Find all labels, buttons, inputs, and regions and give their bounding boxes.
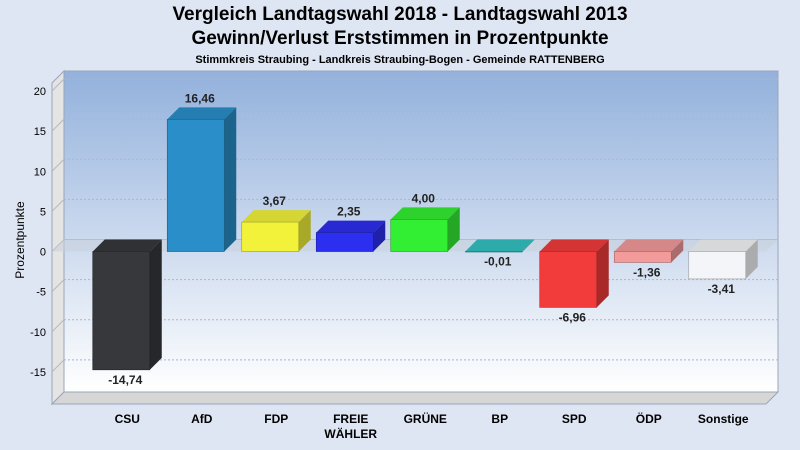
bar-front-face	[464, 251, 523, 253]
bar-top-face	[92, 239, 162, 252]
data-label: 16,46	[185, 91, 215, 105]
bar-side-face	[745, 239, 758, 279]
y-tick-label: -15	[30, 367, 46, 379]
x-tick-label: Sonstige	[698, 412, 749, 426]
x-tick-label: WÄHLER	[324, 426, 377, 441]
bar-side-face	[149, 239, 162, 370]
bar	[92, 239, 162, 371]
x-tick-label: AfD	[191, 412, 213, 426]
bar-top-face	[167, 107, 237, 120]
bar-top-face	[614, 239, 684, 252]
bar	[390, 207, 460, 252]
bar-front-face	[539, 251, 598, 308]
x-tick-label: CSU	[115, 412, 140, 426]
gridline-side	[51, 359, 65, 373]
bar-front-face	[92, 251, 151, 371]
y-tick-label: 0	[40, 247, 46, 259]
y-tick-label: 15	[34, 126, 46, 138]
bar-top-face	[539, 239, 609, 252]
bar	[464, 239, 535, 253]
chart-title: Vergleich Landtagswahl 2018 - Landtagswa…	[172, 4, 628, 25]
gridline-side	[51, 158, 65, 172]
data-label: -1,36	[633, 265, 661, 279]
bar-front-face	[315, 232, 374, 252]
gridline-side	[51, 279, 65, 293]
bar-side-face	[447, 207, 460, 252]
bar-side-face	[373, 220, 386, 252]
bar-top-face	[316, 220, 386, 233]
bar-side-face	[671, 239, 684, 263]
plot-floor	[50, 391, 780, 405]
gridline-side	[51, 118, 65, 132]
data-label: 4,00	[412, 191, 436, 205]
bar	[166, 107, 237, 252]
bar	[613, 239, 684, 263]
bar-side-face	[522, 239, 535, 253]
y-tick-label: 5	[40, 206, 46, 218]
data-label: 3,67	[263, 194, 287, 208]
y-tick-label: 20	[34, 86, 46, 98]
x-tick-label: GRÜNE	[404, 411, 447, 426]
bar-top-face	[465, 239, 535, 252]
x-tick-label: SPD	[562, 412, 587, 426]
bar-front-face	[688, 251, 747, 280]
y-tick-label: -5	[36, 287, 46, 299]
chart-subtitle: Gewinn/Verlust Erststimmen in Prozentpun…	[191, 28, 609, 49]
data-label: -6,96	[559, 310, 587, 324]
x-tick-label: FDP	[264, 412, 288, 426]
x-tick-label: BP	[491, 412, 508, 426]
gridline-side	[51, 78, 65, 92]
bar-front-face	[613, 251, 672, 263]
bar-front-face	[166, 119, 225, 252]
gridline-side	[51, 199, 65, 212]
y-tick-label: -10	[30, 327, 46, 339]
bar-front-face	[241, 221, 300, 252]
data-label: -14,74	[108, 373, 142, 387]
gridline-side	[51, 319, 65, 333]
bar	[539, 239, 609, 308]
x-tick-label: ÖDP	[636, 411, 662, 426]
chart-region-subtitle: Stimmkreis Straubing - Landkreis Straubi…	[195, 54, 605, 66]
bar-top-face	[688, 239, 758, 252]
bar-side-face	[298, 210, 311, 252]
bar-front-face	[390, 219, 449, 252]
bar	[688, 239, 758, 280]
bar-top-face	[241, 210, 311, 223]
data-label: -3,41	[708, 282, 736, 296]
bar-top-face	[390, 207, 460, 220]
data-label: -0,01	[484, 255, 512, 269]
bar	[315, 220, 386, 252]
y-tick-label: 10	[34, 166, 46, 178]
data-label: 2,35	[337, 205, 361, 219]
x-tick-label: FREIE	[333, 412, 368, 426]
bar	[241, 210, 311, 252]
bar-side-face	[224, 107, 237, 252]
bar-side-face	[596, 239, 609, 308]
